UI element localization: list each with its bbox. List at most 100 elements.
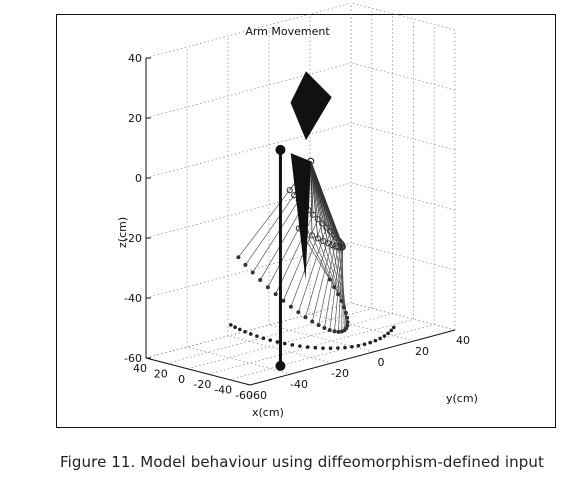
wrist-marker (336, 292, 341, 297)
y-tick-label: 20 (415, 345, 429, 358)
forearm-segment (322, 240, 345, 308)
upper-arm-segment (310, 161, 333, 246)
y-axis-label: y(cm) (446, 392, 478, 405)
z-tick-label: -60 (124, 352, 142, 365)
grid-line (350, 182, 456, 211)
path-marker (386, 331, 390, 336)
elbow-marker (286, 187, 293, 194)
z-tick-label: -20 (124, 232, 142, 245)
wrist-marker (341, 305, 346, 310)
wrist-marker (332, 285, 337, 290)
x-tick-label: -40 (214, 384, 232, 397)
hand-diamond (290, 71, 332, 141)
path-marker (389, 328, 394, 333)
path-marker (343, 345, 347, 350)
path-marker (336, 346, 340, 350)
y-tick-label: -60 (249, 389, 267, 402)
wrist-marker (336, 329, 341, 334)
wrist-marker (345, 315, 350, 320)
wrist-marker (339, 299, 344, 304)
grid-line (350, 302, 456, 331)
pole-bottom-marker (275, 360, 286, 371)
wrist-marker (250, 270, 255, 275)
path-marker (350, 344, 354, 349)
forearm-segment (297, 227, 327, 313)
figure-caption: Figure 11. Model behaviour using diffeom… (60, 453, 544, 471)
path-marker (305, 345, 310, 349)
upper-arm-segment (310, 161, 336, 247)
path-marker (290, 343, 295, 347)
forearm-segment (324, 240, 340, 329)
wrist-marker (345, 320, 350, 325)
elbow-marker (314, 216, 321, 223)
wrist-marker (310, 319, 315, 324)
wrist-marker (332, 329, 337, 334)
grid-line (186, 346, 292, 375)
z-tick-label: 0 (135, 172, 142, 185)
wrist-marker (243, 262, 248, 267)
elbow-marker (319, 220, 326, 227)
forearm-segment (305, 231, 331, 318)
upper-arm-segment (310, 161, 339, 248)
path-marker (248, 332, 253, 336)
x-tick-label: -60 (235, 389, 253, 402)
path-marker (261, 336, 266, 341)
upper-arm-segment (310, 161, 313, 236)
grid-line (166, 308, 372, 364)
chart-title: Arm Movement (245, 25, 330, 38)
wrist-marker (281, 298, 286, 303)
z-tick-label: 40 (128, 52, 142, 65)
elbow-marker (308, 232, 316, 239)
grid-line (229, 324, 435, 380)
forearm-segment (252, 200, 300, 273)
y-axis-line (249, 329, 456, 386)
path-marker (275, 340, 280, 344)
wrist-marker (316, 323, 321, 328)
wrist-marker (288, 304, 293, 309)
path-marker (356, 343, 361, 348)
arm-trajectory (229, 71, 396, 371)
elbow-marker (327, 228, 334, 235)
grid-line (145, 2, 352, 59)
wrist-marker (345, 323, 350, 328)
forearm-segment (238, 189, 290, 258)
z-axis-label: z(cm) (116, 217, 129, 248)
wrist-marker (343, 310, 348, 315)
x-tick-label: 20 (154, 367, 168, 380)
path-marker (362, 342, 367, 347)
elbow-marker (310, 211, 317, 218)
y-tick-label: -20 (331, 367, 349, 380)
y-tick-label: 40 (456, 334, 470, 347)
wrist-marker (296, 310, 301, 315)
grid-line (187, 313, 393, 370)
path-marker (282, 341, 287, 346)
path-marker (238, 327, 242, 332)
grid-line (145, 62, 352, 119)
path-marker (229, 323, 233, 327)
elbow-marker (320, 237, 327, 245)
elbow-marker (324, 240, 332, 247)
path-marker (255, 334, 259, 338)
wrist-marker (273, 292, 278, 297)
wrist-marker (327, 277, 332, 282)
grid-line (145, 242, 352, 299)
forearm-segment (317, 238, 342, 302)
grid-line (350, 242, 456, 271)
wrist-marker (265, 285, 270, 290)
x-axis-label: x(cm) (252, 406, 284, 419)
grid-line (350, 62, 456, 91)
grid-line (350, 122, 456, 151)
path-marker (328, 346, 333, 351)
path-marker (378, 336, 382, 341)
forearm-segment (311, 234, 334, 322)
forearm-segment (290, 223, 323, 307)
z-tick-label: 20 (128, 112, 142, 125)
wrist-marker (258, 278, 263, 283)
pole-top-marker (275, 144, 286, 155)
path-marker (373, 338, 378, 343)
x-axis-line (145, 357, 251, 386)
path-marker (382, 334, 387, 338)
wrist-marker (327, 328, 332, 333)
